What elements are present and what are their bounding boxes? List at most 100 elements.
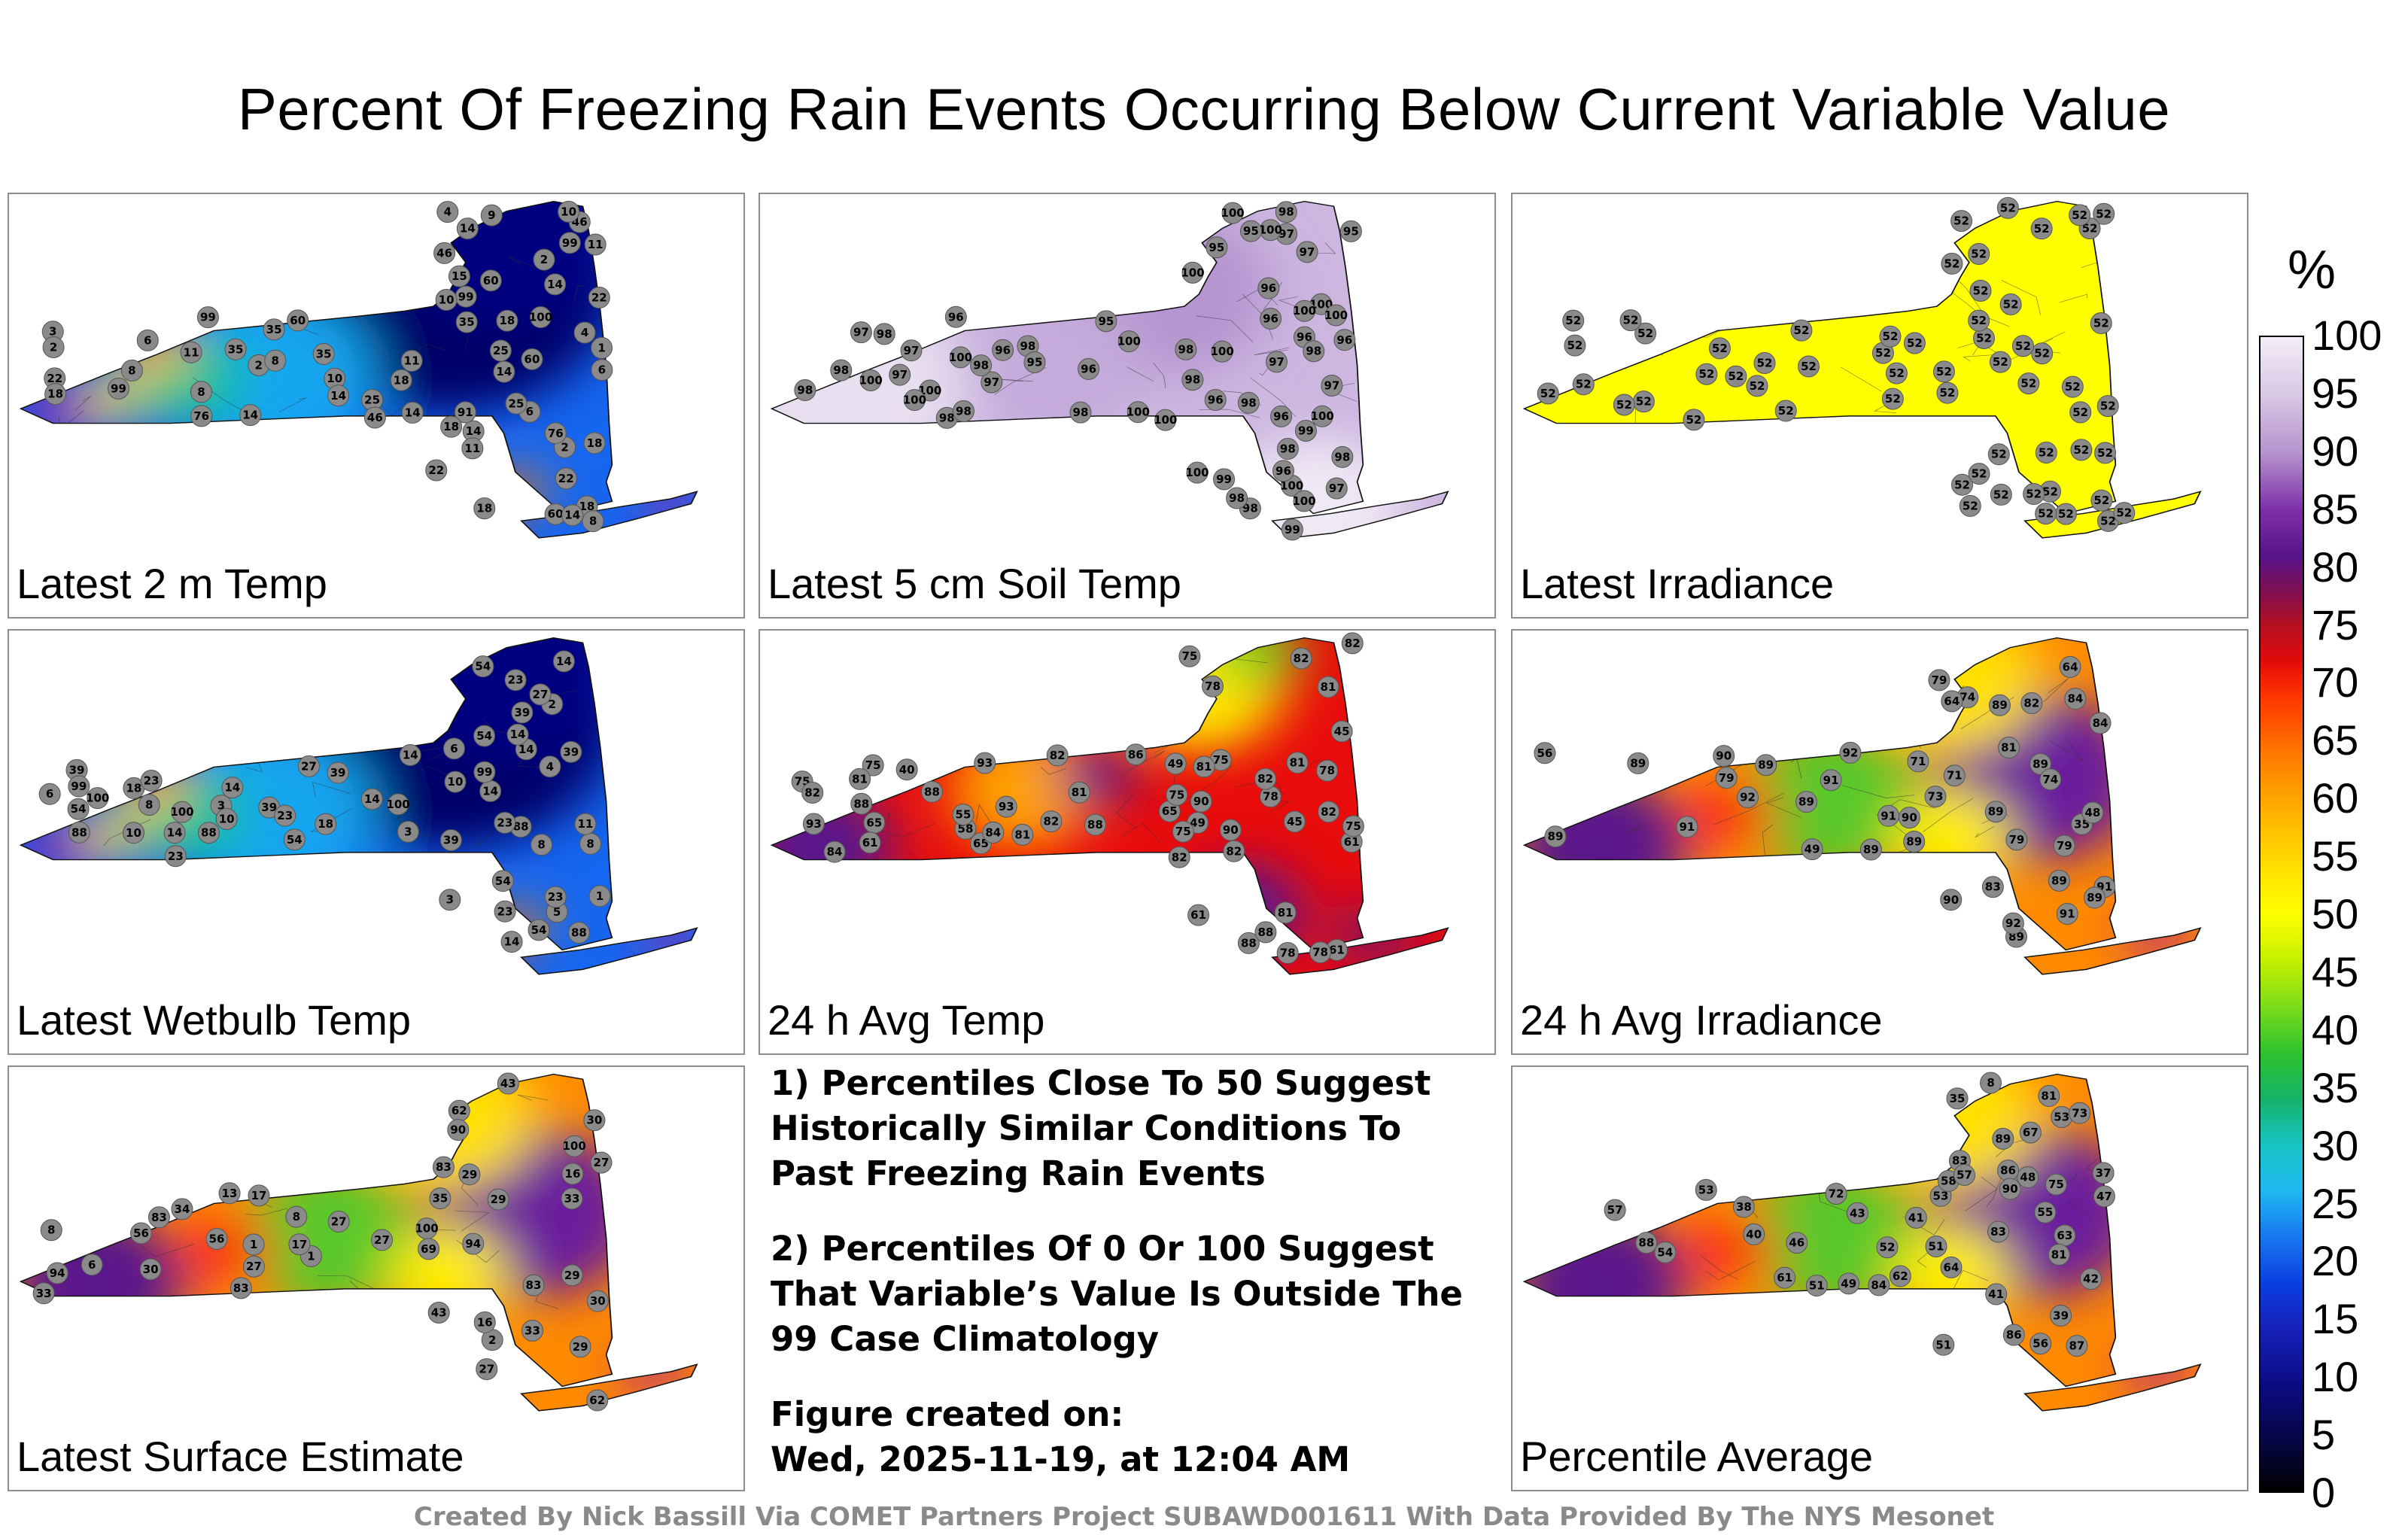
station-marker: 11	[574, 813, 597, 835]
station-marker: 10	[215, 807, 238, 830]
station-marker: 39	[2050, 1304, 2072, 1327]
station-marker: 40	[895, 758, 918, 781]
station-marker: 98	[873, 323, 895, 345]
station-marker: 52	[2096, 395, 2119, 418]
panel-surface-estimate: 8 1 17 6 29 2 16 29 1 8 33 83 56 29 62 30 33 27 16 34 27 13 35…	[8, 1065, 745, 1491]
svg-text:61: 61	[1329, 943, 1345, 956]
svg-text:17: 17	[251, 1189, 267, 1202]
station-marker: 4	[539, 755, 561, 778]
svg-text:14: 14	[167, 826, 183, 840]
station-marker: 10	[444, 771, 467, 793]
svg-text:97: 97	[853, 326, 869, 339]
svg-text:8: 8	[293, 1210, 300, 1223]
svg-text:4: 4	[546, 760, 554, 774]
station-marker: 52	[1968, 242, 1990, 265]
svg-text:29: 29	[461, 1168, 477, 1181]
colorbar-tick: 10	[2312, 1353, 2359, 1401]
svg-text:60: 60	[290, 314, 306, 327]
svg-text:52: 52	[2020, 377, 2036, 391]
station-marker: 34	[171, 1198, 193, 1220]
map-24h-irradiance: 3571899289718991907456897981734889794964…	[1522, 637, 2202, 975]
svg-text:22: 22	[428, 464, 444, 477]
svg-text:49: 49	[1841, 1277, 1856, 1290]
svg-text:8: 8	[1987, 1076, 1994, 1090]
station-marker: 10	[435, 289, 458, 312]
station-marker: 96	[1078, 357, 1100, 380]
svg-text:100: 100	[1259, 223, 1282, 237]
station-marker: 82	[1341, 632, 1364, 655]
station-marker: 64	[1941, 690, 1963, 713]
svg-text:52: 52	[1794, 324, 1810, 337]
station-marker: 48	[2017, 1166, 2039, 1189]
svg-text:95: 95	[1209, 241, 1224, 254]
station-marker: 55	[2034, 1201, 2057, 1223]
station-marker: 52	[1881, 388, 1904, 410]
svg-text:18: 18	[443, 420, 459, 433]
svg-text:18: 18	[499, 314, 515, 327]
station-marker: 14	[163, 822, 186, 844]
svg-text:89: 89	[1630, 756, 1646, 770]
station-marker: 41	[1905, 1206, 1927, 1229]
station-marker: 52	[1798, 355, 1820, 378]
svg-text:25: 25	[364, 393, 380, 406]
svg-text:34: 34	[175, 1202, 190, 1216]
svg-text:52: 52	[1623, 314, 1639, 327]
station-marker: 39	[511, 701, 534, 724]
svg-text:98: 98	[877, 327, 892, 341]
svg-text:100: 100	[1324, 309, 1348, 322]
station-marker: 27	[370, 1229, 393, 1251]
svg-text:23: 23	[144, 774, 160, 788]
station-marker: 23	[274, 804, 296, 827]
svg-text:60: 60	[524, 352, 540, 366]
station-marker: 73	[2069, 1102, 2091, 1124]
station-marker: 76	[544, 422, 567, 445]
svg-text:86: 86	[2006, 1328, 2022, 1342]
svg-text:1: 1	[250, 1238, 257, 1251]
svg-text:15: 15	[451, 269, 467, 283]
station-marker: 100	[1211, 340, 1234, 363]
station-marker: 93	[995, 795, 1017, 818]
svg-text:11: 11	[184, 345, 199, 359]
station-marker: 30	[583, 1109, 606, 1132]
svg-text:27: 27	[594, 1156, 610, 1169]
station-marker: 96	[1272, 460, 1294, 482]
colorbar	[2259, 336, 2304, 1493]
svg-text:8: 8	[272, 354, 279, 367]
station-marker: 88	[567, 922, 590, 944]
svg-text:14: 14	[504, 935, 520, 949]
svg-text:100: 100	[86, 792, 109, 805]
station-marker: 52	[2039, 480, 2061, 503]
station-marker: 54	[491, 870, 514, 892]
svg-text:10: 10	[327, 372, 342, 385]
station-marker: 82	[801, 781, 824, 804]
station-marker: 27	[590, 1151, 613, 1174]
svg-text:3: 3	[446, 893, 454, 907]
svg-text:16: 16	[565, 1167, 581, 1181]
station-marker: 72	[1825, 1182, 1847, 1205]
svg-text:51: 51	[1809, 1279, 1825, 1293]
svg-text:52: 52	[1565, 314, 1581, 327]
credit-line: Created By Nick Bassill Via COMET Partne…	[413, 1502, 1995, 1532]
svg-text:92: 92	[1843, 746, 1859, 759]
colorbar-tick: 5	[2312, 1411, 2336, 1459]
svg-text:27: 27	[246, 1260, 262, 1273]
station-marker: 98	[970, 354, 993, 377]
station-marker: 14	[360, 788, 383, 810]
notes: 1) Percentiles Close To 50 Suggest Histo…	[771, 1061, 1478, 1482]
station-marker: 81	[1193, 755, 1215, 778]
station-marker: 52	[1936, 381, 1959, 404]
svg-text:52: 52	[2058, 507, 2074, 521]
svg-text:98: 98	[1241, 396, 1257, 409]
svg-text:82: 82	[804, 786, 820, 799]
svg-text:51: 51	[1935, 1338, 1951, 1351]
svg-text:52: 52	[2026, 488, 2042, 501]
svg-text:39: 39	[261, 801, 277, 814]
station-marker: 3	[439, 889, 461, 911]
station-marker: 64	[1940, 1256, 1963, 1278]
station-marker: 100	[1181, 261, 1205, 284]
svg-text:8: 8	[586, 837, 594, 850]
svg-text:89: 89	[2033, 757, 2048, 771]
svg-text:10: 10	[219, 812, 235, 825]
svg-text:58: 58	[1941, 1174, 1956, 1187]
station-marker: 79	[1928, 669, 1950, 692]
